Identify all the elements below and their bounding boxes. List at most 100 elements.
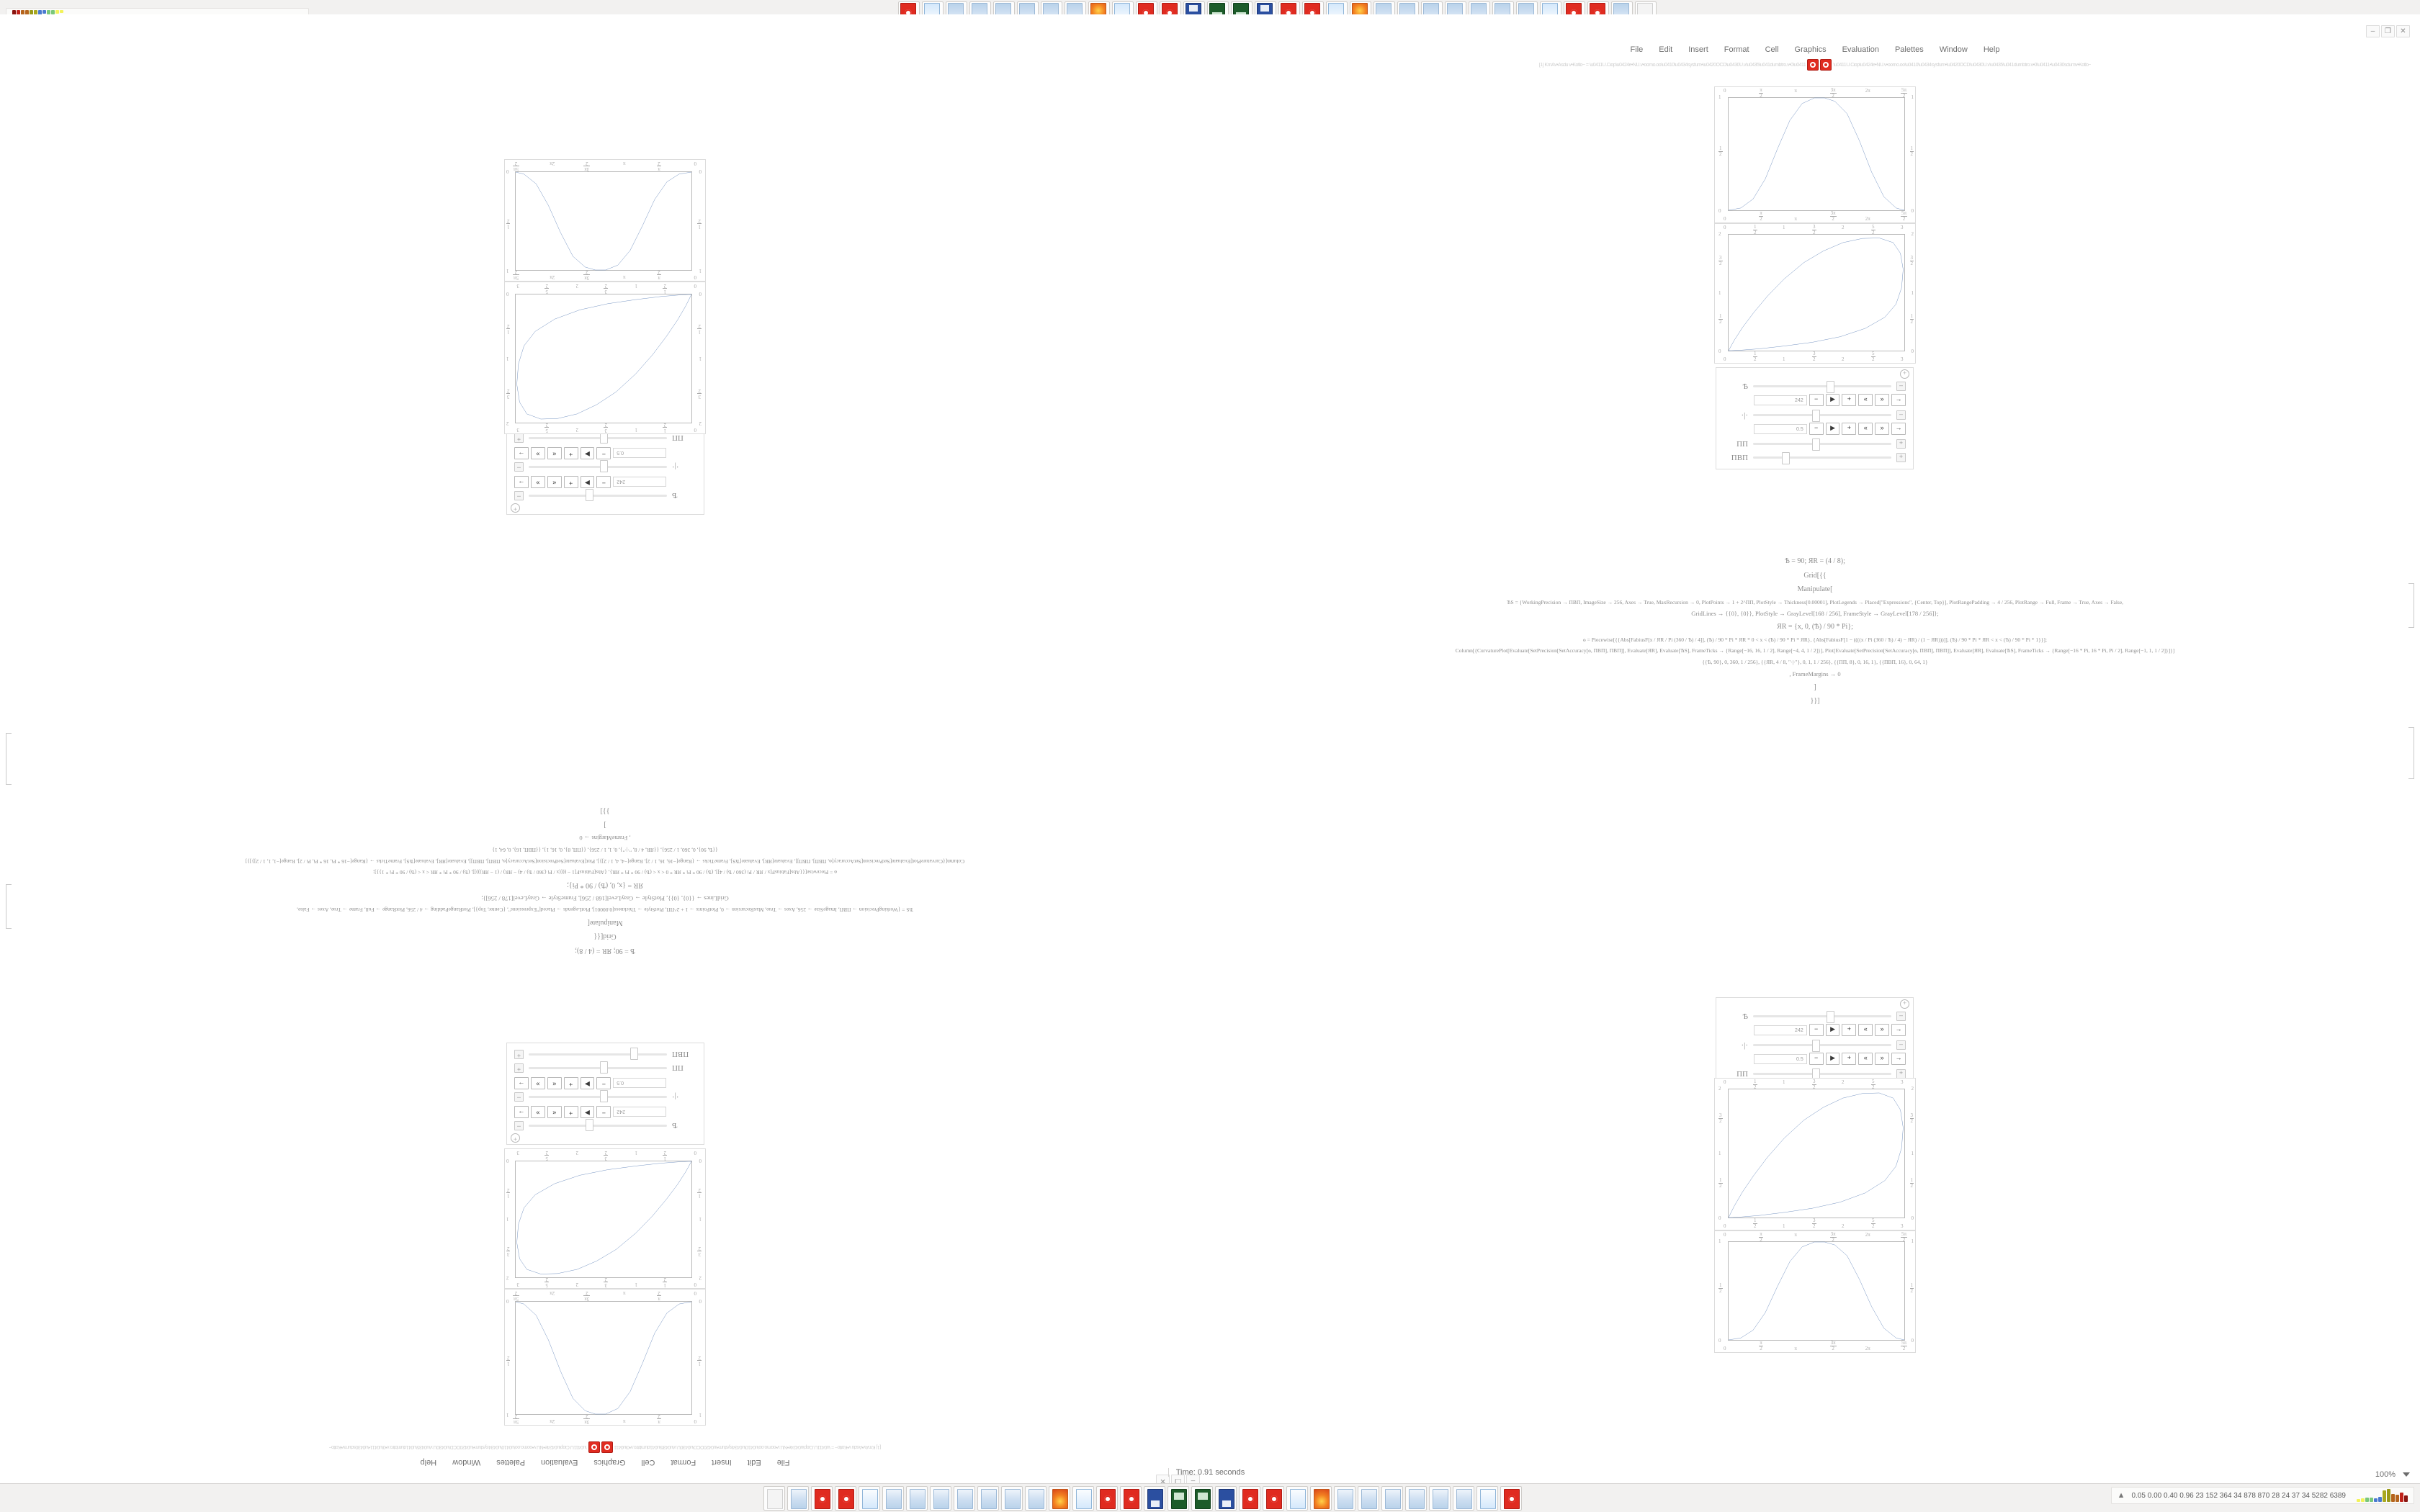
code-line-7[interactable]: Column[{CurvaturePlot[Evaluate[SetPrecis… (1455, 647, 2175, 654)
task-icon-explorer[interactable] (787, 1486, 809, 1511)
step-down-button[interactable]: » (1875, 423, 1890, 435)
slider-ratio-value-field[interactable]: 0.5 (1754, 1053, 1807, 1064)
taskbar-icons-bottom[interactable] (763, 1486, 1522, 1511)
slider-pwp-track[interactable] (1753, 452, 1891, 464)
slider-ratio-value-field[interactable]: 0.5 (613, 448, 666, 459)
task-icon-window-11[interactable] (1405, 1486, 1427, 1511)
code-line-9[interactable]: , FrameMargins → 0 (579, 834, 631, 842)
play-button[interactable]: ▶ (1825, 423, 1840, 435)
code-line-5[interactable]: ЯR = {x, 0, (Ѣ) / 90 * Pi}; (567, 881, 643, 889)
plot-fabius-plot[interactable]: 0 0 π 2 π 2 π π 3π 2 3π 2 2π 2π 5π 2 5π 2 0 0 1 2 1 2 1 1 (504, 159, 706, 282)
slider-pp-toggle[interactable]: + (1896, 439, 1906, 449)
step-down-button[interactable]: » (530, 1077, 545, 1089)
slider-ratio-toggle[interactable]: – (514, 462, 524, 472)
slider-ratio-track[interactable] (1753, 1040, 1891, 1052)
task-icon-printer[interactable] (763, 1486, 785, 1511)
menu-item-format[interactable]: Format (671, 1458, 696, 1467)
task-icon-disk[interactable] (1144, 1486, 1165, 1511)
plot-fabius-plot-top[interactable]: 0 0 π 2 π 2 π π 3π 2 3π 2 2π 2π 5π 2 5π 2 0 0 1 2 1 2 1 1 (1714, 86, 1916, 223)
play-button[interactable]: ▶ (580, 447, 595, 459)
play-button[interactable]: ▶ (1825, 1024, 1840, 1036)
manipulate-panel[interactable]: +Ѣ–242−▶+«»→·|·–0.5−▶+«»→ПП+ПВП+ (1716, 997, 1914, 1099)
task-icon-mathematica-4[interactable] (1120, 1486, 1142, 1511)
close-button-right[interactable]: ✕ (2396, 24, 2410, 37)
code-line-7[interactable]: Column[{CurvaturePlot[Evaluate[SetPrecis… (245, 858, 965, 865)
slider-ratio-track[interactable] (1753, 410, 1891, 422)
animate-button[interactable]: → (514, 476, 529, 488)
slider-pwp-toggle[interactable]: + (514, 1050, 524, 1059)
slider-ratio-track[interactable] (529, 1090, 667, 1102)
code-line-1[interactable]: Grid[{{ (593, 932, 617, 941)
code-line-11[interactable]: }}] (600, 806, 610, 815)
task-icon-mathematica-3[interactable] (1096, 1486, 1118, 1511)
increment-button[interactable]: + (563, 1077, 578, 1089)
play-button[interactable]: ▶ (580, 1077, 595, 1089)
zoom-control-bottom[interactable]: 100% (2375, 1470, 2410, 1479)
menu-item-help[interactable]: Help (420, 1458, 437, 1467)
notebook-window-left[interactable]: – ❐ ✕ FileEditInsertFormatCellGraphicsEv… (0, 14, 1210, 1498)
slider-theta-thumb[interactable] (586, 1119, 594, 1131)
task-icon-window-13[interactable] (1453, 1486, 1474, 1511)
evaluate-icon-2-left[interactable] (588, 1441, 600, 1453)
slider-theta-toggle[interactable]: – (1896, 1012, 1906, 1021)
maximize-button-right[interactable]: ❐ (2381, 24, 2395, 37)
decrement-button[interactable]: − (1809, 1024, 1824, 1036)
slider-pp-thumb[interactable] (599, 1061, 608, 1074)
step-down-button[interactable]: » (1875, 1053, 1890, 1065)
code-line-10[interactable]: ] (604, 821, 606, 829)
pin-icon-bottom[interactable]: ▲ (2117, 1491, 2125, 1500)
decrement-button[interactable]: − (1809, 423, 1824, 435)
plus-circle-icon[interactable]: + (1900, 999, 1909, 1009)
menu-item-window[interactable]: Window (452, 1458, 481, 1467)
task-icon-window-5[interactable] (977, 1486, 999, 1511)
task-icon-window-9[interactable] (1358, 1486, 1379, 1511)
slider-ratio-thumb[interactable] (1812, 410, 1821, 422)
slider-ratio-toggle[interactable]: – (1896, 410, 1906, 420)
code-line-4[interactable]: GridLines → {{0}, {0}}, PlotStyle → Gray… (1691, 610, 1939, 618)
task-icon-mathematica-7[interactable] (1500, 1486, 1522, 1511)
code-line-8[interactable]: {{Ѣ, 90}, 0, 360, 1 / 256}, {{ЯR, 4 / 8,… (1702, 659, 1928, 666)
task-icon-window-2[interactable] (906, 1486, 928, 1511)
slider-pp-thumb[interactable] (1812, 438, 1821, 451)
animate-button[interactable]: → (1891, 1053, 1906, 1065)
menu-item-help[interactable]: Help (1983, 45, 2000, 54)
slider-theta-thumb[interactable] (586, 489, 594, 501)
code-line-0[interactable]: Ѣ = 90; ЯR = (4 / 8); (1785, 557, 1845, 565)
slider-ratio-value-field[interactable]: 0.5 (1754, 423, 1807, 434)
code-line-2[interactable]: Manipulate[ (1797, 585, 1833, 593)
minimize-button-right[interactable]: – (2366, 24, 2380, 37)
caret-up-icon-bottom[interactable] (2403, 1472, 2410, 1477)
step-up-button[interactable]: « (1858, 394, 1873, 406)
slider-ratio-track[interactable] (529, 460, 667, 472)
decrement-button[interactable]: − (1809, 1053, 1824, 1065)
task-icon-notepad-4[interactable] (1476, 1486, 1498, 1511)
code-line-6[interactable]: ѳ = Piecewise[{{Abs[FabiusF[x / ЯR / Pi … (373, 869, 837, 876)
task-icon-firefox-2[interactable] (1310, 1486, 1332, 1511)
step-down-button[interactable]: » (530, 447, 545, 459)
decrement-button[interactable]: − (596, 447, 611, 459)
code-line-5[interactable]: ЯR = {x, 0, (Ѣ) / 90 * Pi}; (1777, 623, 1853, 631)
menu-item-window[interactable]: Window (1939, 45, 1968, 54)
task-icon-mathematica-1[interactable] (811, 1486, 833, 1511)
slider-theta-value-field[interactable]: 242 (613, 1107, 666, 1117)
slider-pp-track[interactable] (529, 1061, 667, 1074)
evaluate-icon-1-left[interactable] (601, 1441, 613, 1453)
menu-item-file[interactable]: File (1630, 45, 1644, 54)
plot-fabius-plot-top[interactable]: 0 0 π 2 π 2 π π 3π 2 3π 2 2π 2π 5π 2 5π 2 0 0 1 2 1 2 1 1 (504, 1289, 706, 1426)
evaluate-icon-2-right[interactable] (1820, 59, 1832, 71)
slider-pp-track[interactable] (1753, 438, 1891, 451)
slider-ratio-thumb[interactable] (1812, 1040, 1821, 1052)
code-line-10[interactable]: ] (1814, 683, 1816, 691)
slider-theta-thumb[interactable] (1826, 1011, 1834, 1023)
menu-item-cell[interactable]: Cell (641, 1458, 655, 1467)
task-icon-notepad-2[interactable] (1072, 1486, 1094, 1511)
play-button[interactable]: ▶ (580, 1106, 595, 1118)
task-icon-terminal[interactable] (1168, 1486, 1189, 1511)
task-icon-window-8[interactable] (1334, 1486, 1355, 1511)
task-icon-window-12[interactable] (1429, 1486, 1451, 1511)
menu-item-file[interactable]: File (776, 1458, 790, 1467)
code-line-9[interactable]: , FrameMargins → 0 (1789, 670, 1841, 678)
increment-button[interactable]: + (563, 1106, 578, 1118)
